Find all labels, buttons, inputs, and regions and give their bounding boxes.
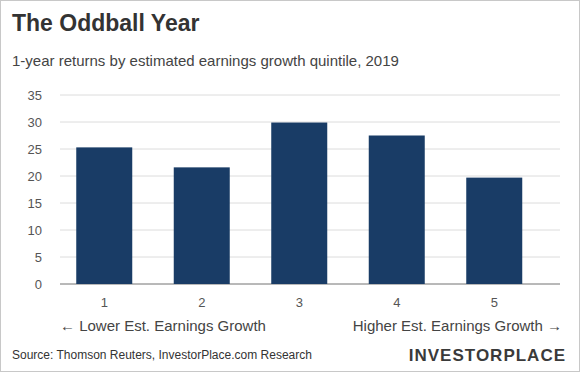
- x-tick-label: 2: [198, 295, 205, 310]
- y-tick-label: 25: [28, 142, 42, 157]
- chart: The Oddball Year 1-year returns by estima…: [0, 0, 580, 372]
- y-tick-label: 30: [28, 115, 42, 130]
- bar: [174, 167, 230, 284]
- bar: [76, 147, 132, 284]
- y-tick-label: 15: [28, 196, 42, 211]
- y-tick-label: 35: [28, 88, 42, 103]
- bar: [271, 123, 327, 284]
- annotation: Higher Est. Earnings Growth →: [353, 317, 562, 334]
- source: Source: Thomson Reuters, InvestorPlace.c…: [12, 348, 312, 362]
- bar: [466, 178, 522, 284]
- x-tick-label: 4: [393, 295, 400, 310]
- x-tick-label: 1: [101, 295, 108, 310]
- title: The Oddball Year: [12, 10, 200, 36]
- bars: [76, 123, 522, 284]
- y-tick-label: 5: [35, 250, 42, 265]
- grid: [60, 95, 560, 284]
- x-tick-label: 5: [491, 295, 498, 310]
- grid-line: [60, 95, 560, 96]
- subtitle: 1-year returns by estimated earnings gro…: [12, 52, 399, 69]
- frame: [1, 1, 580, 372]
- grid-line: [60, 122, 560, 123]
- logo: INVESTORPLACE: [409, 346, 566, 365]
- x-tick-label: 3: [296, 295, 303, 310]
- annotation: ← Lower Est. Earnings Growth: [60, 317, 266, 334]
- y-tick-label: 0: [35, 277, 42, 292]
- y-tick-label: 20: [28, 169, 42, 184]
- y-tick-label: 10: [28, 223, 42, 238]
- bar: [369, 136, 425, 285]
